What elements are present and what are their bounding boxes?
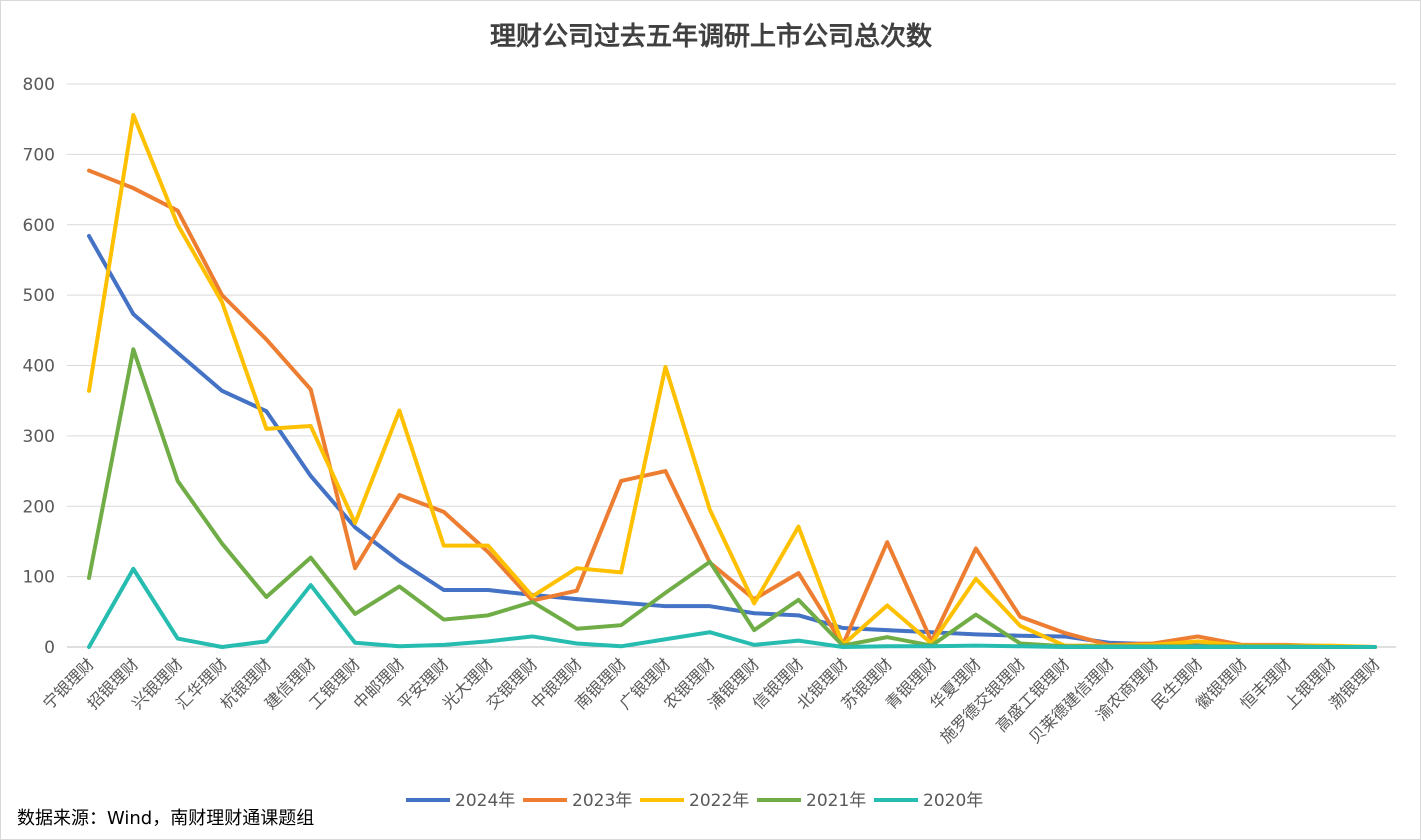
- y-tick-label: 700: [23, 145, 55, 165]
- legend-label: 2024年: [455, 791, 515, 811]
- series-line-2022年: [87, 112, 1377, 649]
- y-tick-label: 100: [23, 568, 55, 588]
- legend-label: 2023年: [572, 791, 632, 811]
- y-tick-label: 200: [23, 497, 55, 517]
- y-tick-label: 0: [44, 638, 55, 658]
- y-tick-label: 600: [23, 216, 55, 236]
- y-tick-label: 800: [23, 75, 55, 95]
- y-tick-label: 500: [23, 286, 55, 306]
- series-line-2023年: [87, 168, 1377, 649]
- series-line-2021年: [87, 347, 1377, 649]
- source-note: 数据来源：Wind，南财理财通课题组: [17, 808, 315, 829]
- y-tick-label: 400: [23, 357, 55, 377]
- legend-label: 2020年: [923, 791, 983, 811]
- chart-title: 理财公司过去五年调研上市公司总次数: [490, 21, 933, 52]
- legend-label: 2021年: [806, 791, 866, 811]
- legend-label: 2022年: [689, 791, 749, 811]
- series-line-2020年: [87, 566, 1377, 649]
- y-tick-label: 300: [23, 427, 55, 447]
